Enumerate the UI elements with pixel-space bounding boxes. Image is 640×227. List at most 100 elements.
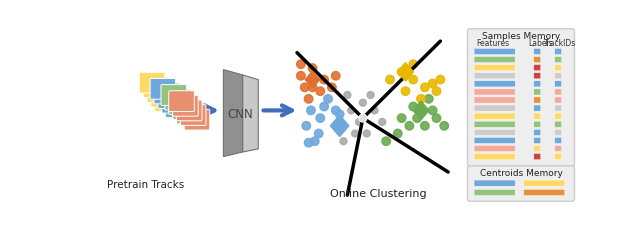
- FancyBboxPatch shape: [177, 103, 202, 124]
- Circle shape: [308, 83, 317, 91]
- FancyBboxPatch shape: [555, 57, 562, 63]
- FancyBboxPatch shape: [162, 92, 188, 113]
- FancyBboxPatch shape: [534, 57, 541, 63]
- Text: Online Clustering: Online Clustering: [330, 189, 427, 199]
- FancyBboxPatch shape: [555, 97, 562, 103]
- FancyBboxPatch shape: [534, 48, 541, 54]
- FancyBboxPatch shape: [143, 77, 169, 98]
- Circle shape: [314, 129, 323, 138]
- FancyBboxPatch shape: [467, 166, 575, 201]
- FancyBboxPatch shape: [555, 113, 562, 119]
- Circle shape: [432, 87, 441, 95]
- Circle shape: [310, 137, 319, 146]
- Text: Centroids Memory: Centroids Memory: [479, 169, 563, 178]
- Circle shape: [328, 83, 336, 91]
- FancyBboxPatch shape: [177, 100, 202, 121]
- Polygon shape: [305, 71, 320, 88]
- Circle shape: [409, 102, 417, 111]
- Circle shape: [420, 122, 429, 130]
- Circle shape: [440, 122, 449, 130]
- FancyBboxPatch shape: [555, 48, 562, 54]
- FancyBboxPatch shape: [534, 81, 541, 87]
- Circle shape: [305, 95, 313, 103]
- FancyBboxPatch shape: [173, 99, 198, 119]
- FancyBboxPatch shape: [474, 153, 515, 160]
- Text: Features: Features: [477, 39, 509, 48]
- FancyBboxPatch shape: [169, 94, 195, 115]
- Circle shape: [428, 106, 437, 115]
- FancyBboxPatch shape: [555, 81, 562, 87]
- FancyBboxPatch shape: [524, 189, 564, 195]
- Text: TrackIDs: TrackIDs: [545, 39, 577, 48]
- FancyBboxPatch shape: [555, 73, 562, 79]
- FancyBboxPatch shape: [534, 89, 541, 95]
- Circle shape: [360, 115, 366, 121]
- FancyBboxPatch shape: [161, 85, 187, 105]
- Circle shape: [401, 87, 410, 95]
- Circle shape: [382, 137, 390, 146]
- FancyBboxPatch shape: [555, 121, 562, 127]
- FancyBboxPatch shape: [534, 137, 541, 143]
- Circle shape: [371, 107, 378, 114]
- Circle shape: [397, 68, 406, 76]
- FancyBboxPatch shape: [534, 65, 541, 71]
- Circle shape: [436, 75, 445, 84]
- FancyBboxPatch shape: [534, 121, 541, 127]
- Circle shape: [316, 87, 324, 95]
- Circle shape: [355, 118, 362, 125]
- FancyBboxPatch shape: [165, 89, 191, 110]
- Circle shape: [324, 95, 332, 103]
- Circle shape: [379, 118, 386, 125]
- FancyBboxPatch shape: [474, 137, 515, 143]
- Text: Labels: Labels: [528, 39, 553, 48]
- FancyBboxPatch shape: [474, 180, 515, 186]
- FancyBboxPatch shape: [534, 105, 541, 111]
- Circle shape: [420, 83, 429, 91]
- FancyBboxPatch shape: [555, 129, 562, 136]
- FancyBboxPatch shape: [155, 91, 180, 111]
- Circle shape: [405, 122, 413, 130]
- FancyBboxPatch shape: [474, 89, 515, 95]
- Circle shape: [413, 114, 421, 122]
- FancyBboxPatch shape: [524, 180, 564, 186]
- FancyBboxPatch shape: [474, 97, 515, 103]
- FancyBboxPatch shape: [158, 88, 184, 109]
- FancyBboxPatch shape: [154, 83, 180, 104]
- FancyBboxPatch shape: [534, 129, 541, 136]
- Circle shape: [332, 106, 340, 115]
- FancyBboxPatch shape: [147, 81, 173, 102]
- FancyBboxPatch shape: [166, 97, 191, 118]
- FancyBboxPatch shape: [474, 121, 515, 127]
- Circle shape: [344, 91, 351, 99]
- Circle shape: [301, 83, 309, 91]
- Polygon shape: [243, 75, 259, 152]
- FancyBboxPatch shape: [474, 57, 515, 63]
- Circle shape: [335, 110, 344, 118]
- FancyBboxPatch shape: [474, 113, 515, 119]
- Text: Pretrain Tracks: Pretrain Tracks: [108, 180, 184, 190]
- Circle shape: [386, 75, 394, 84]
- Text: CNN: CNN: [228, 108, 253, 121]
- FancyBboxPatch shape: [555, 146, 562, 152]
- Circle shape: [296, 72, 305, 80]
- FancyBboxPatch shape: [169, 91, 195, 111]
- Circle shape: [305, 138, 313, 147]
- FancyBboxPatch shape: [180, 105, 206, 125]
- Polygon shape: [397, 63, 413, 81]
- FancyBboxPatch shape: [555, 89, 562, 95]
- FancyBboxPatch shape: [534, 73, 541, 79]
- Circle shape: [417, 95, 425, 103]
- FancyBboxPatch shape: [474, 73, 515, 79]
- Circle shape: [307, 106, 316, 115]
- Circle shape: [367, 91, 374, 99]
- FancyBboxPatch shape: [474, 129, 515, 136]
- Polygon shape: [413, 101, 429, 120]
- Circle shape: [428, 79, 437, 88]
- FancyBboxPatch shape: [555, 105, 562, 111]
- Circle shape: [320, 75, 328, 84]
- FancyBboxPatch shape: [474, 146, 515, 152]
- Circle shape: [359, 114, 367, 122]
- FancyBboxPatch shape: [140, 72, 165, 93]
- Circle shape: [394, 129, 402, 138]
- Circle shape: [302, 122, 310, 130]
